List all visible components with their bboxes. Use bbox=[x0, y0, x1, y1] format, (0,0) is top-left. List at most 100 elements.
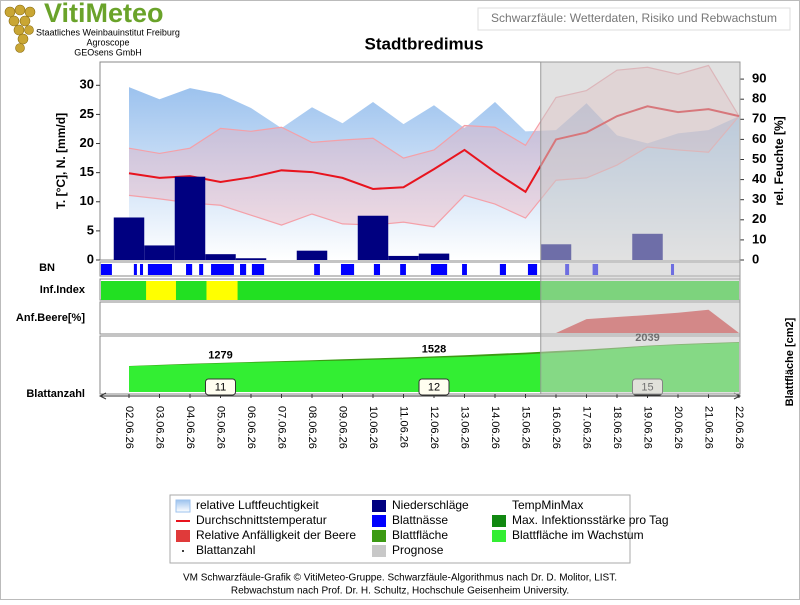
rain-bar bbox=[388, 255, 419, 260]
legend-swatch bbox=[372, 530, 386, 542]
legend-label: Blattanzahl bbox=[196, 543, 255, 557]
legend-label: Relative Anfälligkeit der Beere bbox=[196, 528, 356, 542]
legend-swatch bbox=[372, 500, 386, 512]
x-tick-label: 07.06.26 bbox=[276, 406, 288, 449]
x-tick-label: 19.06.26 bbox=[642, 406, 654, 449]
subtitle-box bbox=[477, 7, 791, 31]
rain-bar bbox=[113, 217, 145, 260]
legend-swatch bbox=[372, 515, 386, 527]
legend-label: Blattnässe bbox=[392, 513, 448, 527]
institution: Staatliches Weinbauinstitut Freiburg bbox=[36, 27, 180, 37]
y2-tick-label: 0 bbox=[752, 251, 759, 266]
subtitle: Schwarzfäule: Wetterdaten, Risiko und Re… bbox=[491, 11, 777, 25]
x-tick-label: 03.06.26 bbox=[154, 406, 166, 449]
x-tick-label: 13.06.26 bbox=[459, 406, 471, 449]
x-tick-label: 12.06.26 bbox=[428, 406, 440, 449]
institution: GEOsens GmbH bbox=[74, 47, 142, 57]
footer: Rebwachstum nach Prof. Dr. H. Schultz, H… bbox=[231, 586, 569, 597]
legend-label: Blattfläche im Wachstum bbox=[512, 528, 644, 542]
inf-index-alert bbox=[146, 281, 176, 300]
y-tick-label: 25 bbox=[80, 106, 94, 121]
x-tick-label: 05.06.26 bbox=[215, 406, 227, 449]
x-tick-label: 18.06.26 bbox=[611, 406, 623, 449]
y2-tick-label: 80 bbox=[752, 91, 766, 106]
leaf-count-box bbox=[418, 378, 450, 396]
leaf-wetness bbox=[100, 264, 112, 275]
leaf-wetness bbox=[527, 264, 538, 275]
legend-swatch bbox=[175, 499, 191, 513]
legend-label: Niederschläge bbox=[392, 498, 469, 512]
rain-bar bbox=[357, 215, 389, 260]
rain-bar bbox=[144, 245, 175, 260]
panel-label: Inf.Index bbox=[40, 284, 86, 296]
legend-swatch bbox=[176, 530, 190, 542]
x-tick-label: 20.06.26 bbox=[672, 406, 684, 449]
leaf-wetness bbox=[314, 264, 320, 275]
legend-box bbox=[169, 494, 631, 564]
leaf-wetness bbox=[400, 264, 406, 275]
institution: Agroscope bbox=[86, 37, 129, 47]
y2-tick-label: 40 bbox=[752, 171, 766, 186]
y-tick-label: 30 bbox=[80, 77, 94, 92]
x-tick-label: 11.06.26 bbox=[398, 406, 410, 448]
leaf-wetness bbox=[430, 264, 448, 275]
leaf-wetness bbox=[147, 264, 173, 275]
y-tick-label: 15 bbox=[80, 164, 94, 179]
x-tick-label: 22.06.26 bbox=[733, 406, 745, 449]
y2-tick-label: 50 bbox=[752, 151, 766, 166]
panel-label: BN bbox=[39, 262, 55, 274]
prognosis-area bbox=[540, 61, 741, 395]
y2-tick-label: 60 bbox=[752, 131, 766, 146]
rain-bar bbox=[296, 250, 328, 260]
footer: VM Schwarzfäule-Grafik © VitiMeteo-Grupp… bbox=[183, 573, 617, 584]
legend-label: Prognose bbox=[392, 543, 444, 557]
x-tick-label: 04.06.26 bbox=[184, 406, 196, 449]
x-tick-label: 21.06.26 bbox=[703, 406, 715, 449]
leaf-wetness bbox=[133, 264, 137, 275]
leaf-wetness bbox=[211, 264, 234, 275]
logo-grapes bbox=[4, 4, 36, 53]
y-axis-label: T. [°C], N. [mm/d] bbox=[54, 113, 68, 209]
leaf-wetness bbox=[340, 264, 355, 275]
y2-tick-label: 30 bbox=[752, 191, 766, 206]
x-tick-label: 02.06.26 bbox=[123, 406, 135, 449]
leaf-wetness bbox=[186, 264, 193, 275]
legend-label: TempMinMax bbox=[512, 498, 583, 512]
legend-swatch bbox=[492, 515, 506, 527]
legend-label: relative Luftfeuchtigkeit bbox=[196, 498, 319, 512]
x-tick-label: 16.06.26 bbox=[550, 406, 562, 449]
y-tick-label: 10 bbox=[80, 193, 94, 208]
leaf-wetness bbox=[373, 264, 381, 275]
y-tick-label: 20 bbox=[80, 135, 94, 150]
legend-label: Blattfläche bbox=[392, 528, 448, 542]
legend-label: Durchschnittstemperatur bbox=[196, 513, 327, 527]
panel-label: Anf.Beere[%] bbox=[16, 312, 85, 324]
leaf-count: 11 bbox=[215, 381, 226, 393]
legend-label: Max. Infektionsstärke pro Tag bbox=[512, 513, 669, 527]
panel-label: Blattanzahl bbox=[26, 388, 85, 400]
y2-tick-label: 70 bbox=[752, 111, 766, 126]
leaf-wetness bbox=[199, 264, 204, 275]
x-tick-label: 06.06.26 bbox=[245, 406, 257, 449]
y-tick-label: 0 bbox=[87, 251, 94, 266]
x-tick-label: 15.06.26 bbox=[520, 406, 532, 449]
leaf-wetness bbox=[240, 264, 247, 275]
leaf-wetness bbox=[499, 264, 506, 275]
leaf-area-label: 1528 bbox=[422, 344, 446, 356]
x-tick-label: 17.06.26 bbox=[581, 406, 593, 449]
inf-index-alert bbox=[206, 281, 238, 300]
y2-tick-label: 10 bbox=[752, 231, 766, 246]
leaf-wetness bbox=[139, 264, 144, 275]
rain-bar bbox=[418, 253, 450, 260]
leaf-wetness bbox=[251, 264, 265, 275]
legend-swatch bbox=[182, 550, 184, 552]
y-tick-label: 5 bbox=[87, 222, 94, 237]
chart-title: Stadtbredimus bbox=[364, 34, 483, 53]
y2-axis-label: rel. Feuchte [%] bbox=[772, 116, 786, 205]
legend-swatch bbox=[372, 545, 386, 557]
y2-tick-label: 90 bbox=[752, 71, 766, 86]
x-tick-label: 08.06.26 bbox=[306, 406, 318, 449]
y2-tick-label: 20 bbox=[752, 211, 766, 226]
rain-bar bbox=[205, 254, 236, 260]
